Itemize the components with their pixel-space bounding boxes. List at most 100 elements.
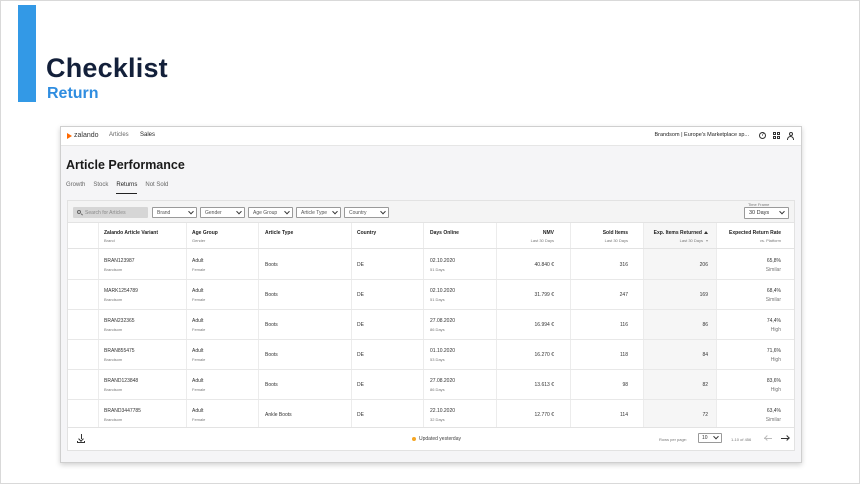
col-header-sold-items[interactable]: Sold Items Last 30 Days (602, 230, 628, 243)
filter-age-group[interactable]: Age Group (248, 207, 293, 218)
next-page-icon[interactable] (780, 434, 790, 443)
cell-exp-items-returned: 84 (702, 352, 708, 358)
rows-per-page-label: Rows per page: (659, 437, 688, 442)
filter-brand[interactable]: Brand (152, 207, 197, 218)
return-status-badge: Similar (765, 297, 781, 303)
zalando-logo[interactable]: zalando (67, 132, 99, 139)
chevron-down-icon (188, 208, 194, 214)
cell-nmv: 12.770 € (534, 412, 554, 418)
sorted-column-highlight (644, 223, 716, 429)
chevron-down-icon (332, 208, 338, 214)
apps-grid-icon[interactable] (771, 130, 782, 141)
user-icon[interactable] (785, 130, 796, 141)
col-header-article-type[interactable]: Article Type (265, 230, 294, 236)
col-header-age-group[interactable]: Age Group Gender (192, 230, 218, 243)
cell-age-group: Adult Female (192, 408, 206, 422)
table-footer: Updated yesterday Rows per page: 10 1-10… (68, 427, 794, 450)
tab-stock[interactable]: Stock (93, 182, 109, 188)
cell-variant: BRAND3447785 Brandsom (104, 408, 141, 422)
cell-expected-return-rate: 65,8% Similar (765, 258, 781, 273)
filter-label: Article Type (301, 209, 328, 216)
cell-sold-items: 114 (620, 412, 628, 418)
cell-age-group: Adult Female (192, 378, 206, 392)
pagination-range: 1-10 of 456 (731, 437, 752, 442)
cell-nmv: 40.840 € (534, 262, 554, 268)
page-title: Article Performance (66, 158, 185, 172)
cell-variant: BRAN855475 Brandsom (104, 348, 135, 362)
chevron-down-icon (779, 208, 785, 215)
slide-title: Checklist (46, 53, 168, 83)
cell-variant: MARK1254789 Brandsom (104, 288, 138, 302)
cell-expected-return-rate: 68,4% Similar (765, 288, 781, 303)
rows-per-page-select[interactable]: 10 (698, 433, 722, 443)
col-header-expected-return-rate[interactable]: Expected Return Rate vs. Platform (729, 230, 781, 243)
cell-article-type: Boots (265, 352, 278, 358)
chevron-down-icon (713, 433, 719, 440)
shop-switcher[interactable]: Brandsom | Europe's Marketplace sp... (654, 132, 750, 138)
table-row[interactable]: MARK1254789 Brandsom Adult Female Boots DE 02.… (68, 280, 794, 310)
chevron-down-icon (284, 208, 290, 214)
cell-sold-items: 247 (619, 292, 628, 298)
filter-label: Gender (205, 209, 222, 216)
nav-articles[interactable]: Articles (109, 132, 129, 138)
cell-variant: BRAN232365 Brandsom (104, 318, 135, 332)
col-header-nmv[interactable]: NMV Last 30 Days (530, 230, 554, 243)
col-header-variant[interactable]: Zalando Article Variant Brand (104, 230, 158, 243)
time-frame-value: 30 Days (749, 210, 770, 216)
table-row[interactable]: BRAND123848 Brandsom Adult Female Boots DE 27.… (68, 370, 794, 400)
updated-text: Updated yesterday (419, 436, 461, 442)
col-header-country[interactable]: Country (357, 230, 377, 236)
return-status-badge: High (770, 327, 781, 333)
cell-country: DE (357, 382, 364, 388)
cell-country: DE (357, 412, 364, 418)
download-icon[interactable] (77, 434, 85, 443)
cell-article-type: Ankle Boots (265, 412, 292, 418)
cell-days-online: 01.10.2020 53 Days (430, 348, 456, 362)
cell-nmv: 31.799 € (534, 292, 554, 298)
search-placeholder: Search for Articles (85, 209, 126, 216)
cell-days-online: 02.10.2020 51 Days (430, 288, 456, 302)
logo-text: zalando (74, 132, 99, 139)
cell-sold-items: 118 (620, 352, 628, 358)
time-frame-dropdown[interactable]: 30 Days (744, 207, 789, 219)
cell-country: DE (357, 292, 364, 298)
cell-age-group: Adult Female (192, 258, 206, 272)
table-row[interactable]: BRAN123987 Brandsom Adult Female Boots DE 02.1… (68, 250, 794, 280)
accent-bar (18, 5, 36, 102)
search-input[interactable]: Search for Articles (73, 207, 148, 218)
chevron-down-icon (236, 208, 242, 214)
table-row[interactable]: BRAN855475 Brandsom Adult Female Boots DE 01.1… (68, 340, 794, 370)
col-header-days-online[interactable]: Days Online (430, 230, 459, 236)
status-dot-icon (412, 437, 416, 441)
filter-gender[interactable]: Gender (200, 207, 245, 218)
app-screenshot: zalando Articles Sales Brandsom | Europe… (60, 126, 802, 463)
tab-growth[interactable]: Growth (66, 182, 86, 188)
col-header-exp-items-returned[interactable]: Exp. Items Returned Last 30 Days (654, 230, 708, 243)
table-row[interactable]: BRAND3447785 Brandsom Adult Female Ankle Boo… (68, 400, 794, 430)
cell-article-type: Boots (265, 322, 278, 328)
tab-returns[interactable]: Returns (116, 182, 138, 194)
prev-page-icon[interactable] (763, 434, 773, 443)
cell-days-online: 02.10.2020 51 Days (430, 258, 456, 272)
filter-article-type[interactable]: Article Type (296, 207, 341, 218)
cell-exp-items-returned: 72 (702, 412, 708, 418)
nav-sales[interactable]: Sales (140, 132, 156, 138)
cell-exp-items-returned: 82 (702, 382, 708, 388)
filter-country[interactable]: Country (344, 207, 389, 218)
cell-article-type: Boots (265, 292, 278, 298)
return-status-badge: High (770, 357, 781, 363)
cell-article-type: Boots (265, 262, 278, 268)
table-row[interactable]: BRAN232365 Brandsom Adult Female Boots DE 27.0… (68, 310, 794, 340)
cell-days-online: 27.08.2020 86 Days (430, 318, 456, 332)
time-frame-label: Time Frame (748, 202, 770, 207)
search-icon (77, 210, 83, 215)
cell-nmv: 16.270 € (534, 352, 554, 358)
table-header: Zalando Article Variant Brand Age Group Ge… (68, 223, 794, 249)
help-icon[interactable]: ? (759, 132, 766, 139)
cell-nmv: 16.994 € (534, 322, 554, 328)
cell-expected-return-rate: 83,6% High (766, 378, 781, 393)
tab-not-sold[interactable]: Not Sold (145, 182, 169, 188)
top-navigation: zalando Articles Sales Brandsom | Europe… (61, 127, 801, 146)
cell-variant: BRAN123987 Brandsom (104, 258, 135, 272)
